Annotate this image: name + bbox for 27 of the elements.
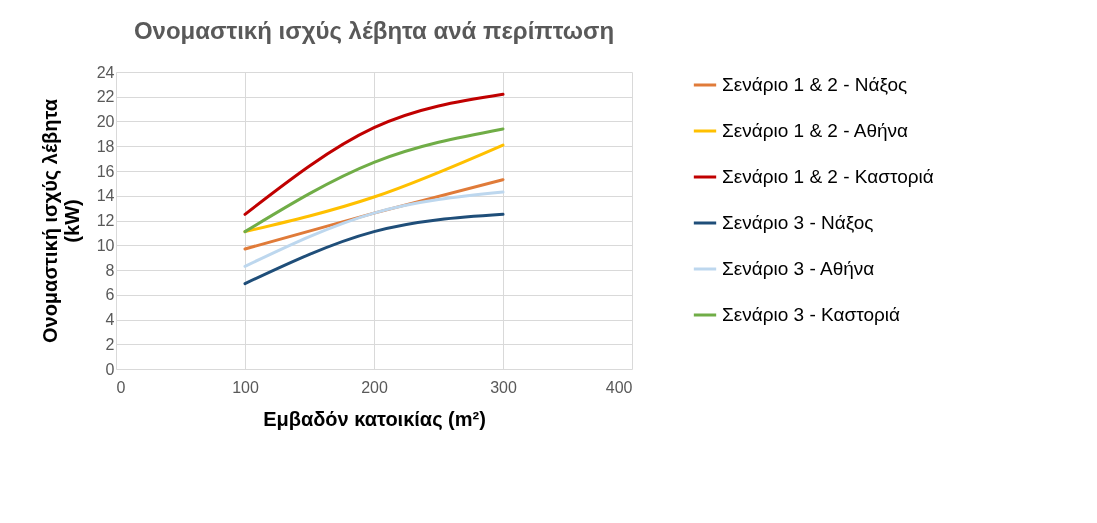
y-tick-label: 0: [105, 360, 115, 378]
legend-label: Σενάριο 1 & 2 - Νάξος: [722, 74, 908, 95]
x-tick-label: 100: [232, 378, 259, 396]
y-tick-label: 22: [96, 88, 115, 106]
y-tick-label: 6: [105, 286, 115, 304]
x-axis-title: Εμβαδόν κατοικίας (m²): [263, 407, 486, 430]
y-tick-label: 14: [96, 187, 115, 205]
y-tick-label: 24: [96, 63, 115, 81]
legend-label: Σενάριο 3 - Καστοριά: [722, 304, 901, 325]
y-tick-label: 4: [105, 311, 115, 328]
y-tick-label: 8: [105, 261, 115, 279]
x-tick-label: 0: [116, 378, 126, 396]
legend-label: Σενάριο 1 & 2 - Αθήνα: [722, 120, 909, 141]
y-tick-label: 20: [96, 113, 115, 130]
y-tick-label: 18: [96, 137, 115, 155]
chart-title: Ονομαστική ισχύς λέβητα ανά περίπτωση: [133, 17, 615, 44]
y-tick-label: 12: [96, 212, 115, 229]
x-tick-label: 300: [490, 378, 517, 396]
legend-label: Σενάριο 1 & 2 - Καστοριά: [722, 166, 934, 187]
legend-label: Σενάριο 3 - Αθήνα: [722, 258, 875, 279]
legend-label: Σενάριο 3 - Νάξος: [722, 212, 874, 233]
x-tick-label: 200: [361, 378, 388, 396]
y-tick-label: 10: [96, 236, 115, 254]
y-axis-title: Ονομαστική ισχύς λέβητα (kW): [38, 98, 83, 344]
y-tick-label: 16: [96, 162, 115, 180]
x-tick-label: 400: [605, 378, 633, 396]
y-tick-label: 2: [105, 335, 115, 353]
